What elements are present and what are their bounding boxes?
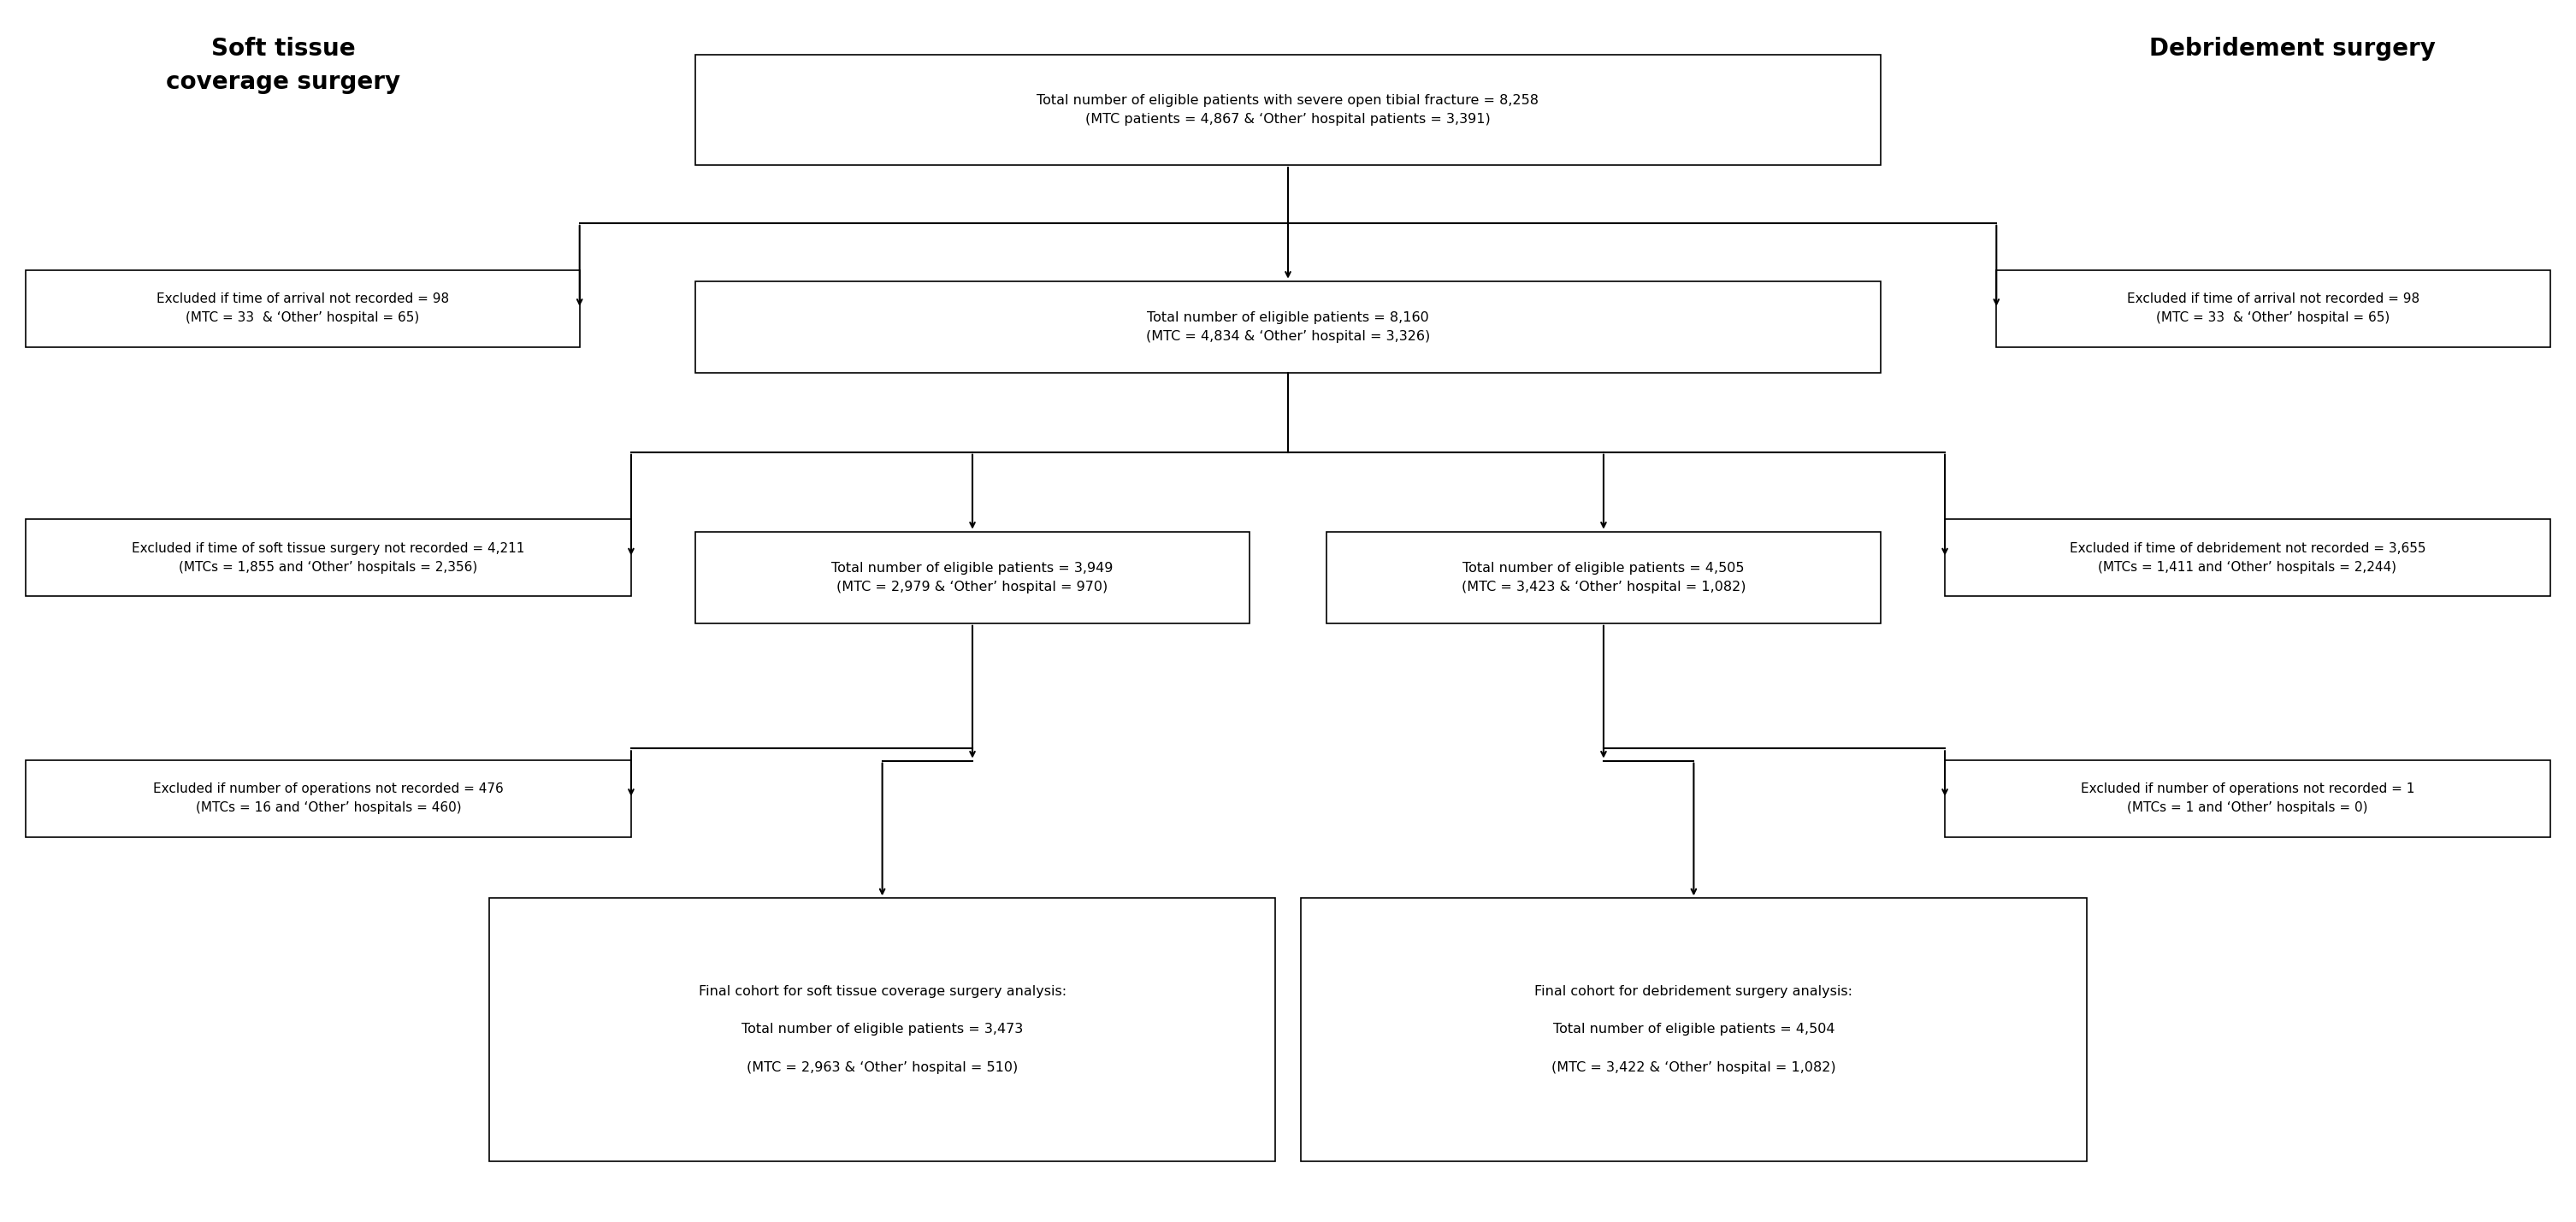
Text: Final cohort for debridement surgery analysis:

Total number of eligible patient: Final cohort for debridement surgery ana…	[1535, 985, 1852, 1074]
Text: Debridement surgery: Debridement surgery	[2148, 37, 2437, 61]
Bar	[26, 519, 631, 596]
Bar	[696, 55, 1880, 165]
Bar	[489, 898, 1275, 1161]
Text: Excluded if time of debridement not recorded = 3,655
(MTCs = 1,411 and ‘Other’ h: Excluded if time of debridement not reco…	[2069, 541, 2427, 574]
Bar	[1945, 760, 2550, 837]
Text: Excluded if time of soft tissue surgery not recorded = 4,211
(MTCs = 1,855 and ‘: Excluded if time of soft tissue surgery …	[131, 541, 526, 574]
Bar	[26, 760, 631, 837]
Bar	[696, 281, 1880, 373]
Bar	[1996, 270, 2550, 347]
Text: Final cohort for soft tissue coverage surgery analysis:

Total number of eligibl: Final cohort for soft tissue coverage su…	[698, 985, 1066, 1074]
Text: Excluded if time of arrival not recorded = 98
(MTC = 33  & ‘Other’ hospital = 65: Excluded if time of arrival not recorded…	[157, 292, 448, 325]
Text: Total number of eligible patients = 8,160
(MTC = 4,834 & ‘Other’ hospital = 3,32: Total number of eligible patients = 8,16…	[1146, 310, 1430, 343]
Text: Total number of eligible patients = 4,505
(MTC = 3,423 & ‘Other’ hospital = 1,08: Total number of eligible patients = 4,50…	[1461, 561, 1747, 594]
Text: Soft tissue
coverage surgery: Soft tissue coverage surgery	[165, 37, 402, 94]
Bar	[696, 532, 1249, 623]
Text: Excluded if number of operations not recorded = 1
(MTCs = 1 and ‘Other’ hospital: Excluded if number of operations not rec…	[2081, 782, 2414, 815]
Text: Total number of eligible patients = 3,949
(MTC = 2,979 & ‘Other’ hospital = 970): Total number of eligible patients = 3,94…	[832, 561, 1113, 594]
Bar	[1327, 532, 1880, 623]
Bar	[1301, 898, 2087, 1161]
Text: Total number of eligible patients with severe open tibial fracture = 8,258
(MTC : Total number of eligible patients with s…	[1038, 94, 1538, 126]
Bar	[26, 270, 580, 347]
Bar	[1945, 519, 2550, 596]
Text: Excluded if time of arrival not recorded = 98
(MTC = 33  & ‘Other’ hospital = 65: Excluded if time of arrival not recorded…	[2128, 292, 2419, 325]
Text: Excluded if number of operations not recorded = 476
(MTCs = 16 and ‘Other’ hospi: Excluded if number of operations not rec…	[152, 782, 505, 815]
